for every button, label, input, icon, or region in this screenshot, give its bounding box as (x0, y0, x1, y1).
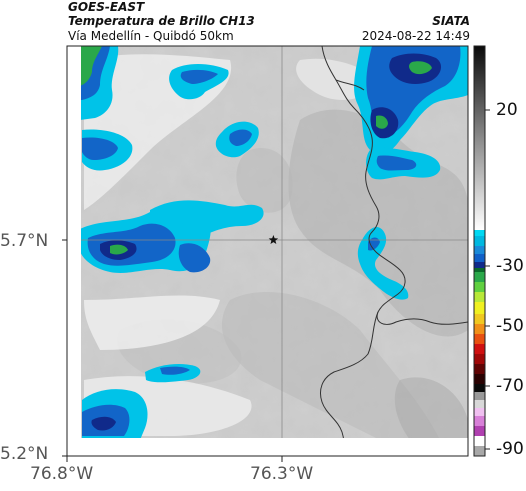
colorbar-tick-label: -90 (496, 439, 524, 459)
cloud-core (409, 61, 432, 75)
colorbar-segment (474, 314, 485, 324)
colorbar-segment (474, 384, 485, 392)
department-border (335, 79, 365, 91)
shade-region (394, 377, 468, 440)
map-frame (66, 45, 469, 457)
route-label: Vía Medellín - Quibdó 50km (68, 29, 234, 43)
colorbar-frame (473, 45, 486, 457)
department-border (320, 311, 379, 456)
cloud-core (376, 115, 388, 129)
colorbar-segment (474, 254, 485, 262)
timestamp-label: 2024-08-22 14:49 (361, 29, 470, 43)
cloud-mid (180, 69, 218, 84)
colorbar-segment (474, 392, 485, 400)
lat-tick-label: 5.7°N (0, 231, 49, 251)
colorbar-segment (474, 416, 485, 426)
cloud-shallow (150, 200, 264, 238)
colorbar-segment (474, 344, 485, 354)
satellite-label: GOES-EAST (68, 0, 145, 14)
colorbar-segment (474, 324, 485, 334)
cloud-mid (178, 243, 211, 273)
colorbar (473, 45, 490, 457)
colorbar-segment (474, 354, 485, 364)
product-title: Temperatura de Brillo CH13 (68, 14, 255, 28)
colorbar-segment (474, 292, 485, 302)
colorbar-segment (474, 334, 485, 344)
lon-tick-label: 76.3°W (250, 464, 314, 484)
colorbar-gray-segment (474, 46, 485, 230)
colorbar-segment (474, 446, 485, 456)
colorbar-segment (474, 436, 485, 446)
cloud-mid (82, 137, 118, 160)
shade-region (221, 291, 440, 440)
colorbar-segment (474, 426, 485, 436)
colorbar-tick-label: -70 (496, 376, 524, 396)
cloud-deep (91, 416, 116, 431)
colorbar-tick-label: 20 (496, 100, 518, 120)
colorbar-segment (474, 302, 485, 314)
colorbar-segment (474, 236, 485, 246)
colorbar-segment (474, 230, 485, 236)
star-marker (268, 235, 279, 245)
colorbar-segment (474, 268, 485, 272)
cloud-core (80, 46, 102, 86)
bright-region (84, 295, 220, 350)
colorbar-segment (474, 262, 485, 268)
lon-tick-label: 76.8°W (30, 464, 94, 484)
cloud-mid (376, 155, 417, 171)
cloud-mid (368, 237, 380, 251)
colorbar-segment (474, 374, 485, 384)
colorbar-segment (474, 408, 485, 416)
colorbar-segment (474, 246, 485, 254)
shade-region (236, 148, 293, 213)
colorbar-tick-label: -50 (496, 316, 524, 336)
colorbar-segment (474, 272, 485, 282)
cloud-mid (229, 129, 252, 146)
source-label: SIATA (432, 14, 470, 28)
cloud-mid (160, 366, 190, 375)
colorbar-segment (474, 282, 485, 292)
bottom-margin (67, 438, 468, 456)
cloud-core (110, 244, 128, 255)
lat-tick-label: 5.2°N (0, 444, 49, 464)
colorbar-segment (474, 400, 485, 408)
colorbar-segment (474, 364, 485, 374)
department-border (321, 46, 468, 325)
colorbar-tick-label: -30 (496, 256, 524, 276)
left-margin (67, 46, 81, 456)
